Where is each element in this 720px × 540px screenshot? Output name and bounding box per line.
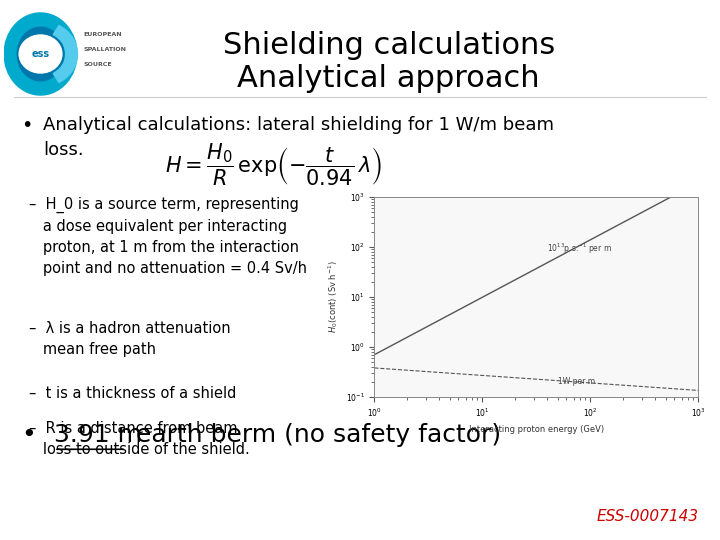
Text: –  t is a thickness of a shield: – t is a thickness of a shield: [29, 386, 236, 401]
Text: •: •: [22, 116, 33, 135]
Text: $H = \dfrac{H_0}{R}\,\exp\!\left(-\dfrac{t}{0.94}\,\lambda\right)$: $H = \dfrac{H_0}{R}\,\exp\!\left(-\dfrac…: [165, 141, 382, 188]
Text: •: •: [22, 423, 45, 447]
Text: Analytical calculations: lateral shielding for 1 W/m beam
loss.: Analytical calculations: lateral shieldi…: [43, 116, 554, 159]
Text: –  H_0 is a source term, representing
   a dose equivalent per interacting
   pr: – H_0 is a source term, representing a d…: [29, 197, 307, 276]
Text: SPALLATION: SPALLATION: [84, 47, 126, 52]
Ellipse shape: [4, 13, 77, 95]
Text: $10^{13}$p.s.$^{-1}$ per m: $10^{13}$p.s.$^{-1}$ per m: [547, 241, 613, 256]
Text: ess: ess: [32, 49, 50, 59]
Text: 1W per m: 1W per m: [558, 377, 595, 386]
Y-axis label: $H_0$(cont) (Sv h$^{-1}$): $H_0$(cont) (Sv h$^{-1}$): [326, 261, 340, 333]
Text: earth berm (no safety factor): earth berm (no safety factor): [128, 423, 501, 447]
Text: –  R is a distance from beam
   loss to outside of the shield.: – R is a distance from beam loss to outs…: [29, 421, 250, 457]
Text: EUROPEAN: EUROPEAN: [84, 32, 122, 37]
Text: Shielding calculations: Shielding calculations: [222, 31, 555, 60]
Text: SOURCE: SOURCE: [84, 62, 112, 67]
Text: –  λ is a hadron attenuation
   mean free path: – λ is a hadron attenuation mean free pa…: [29, 321, 230, 357]
Text: Analytical approach: Analytical approach: [238, 64, 540, 93]
Text: 3.91 m: 3.91 m: [54, 423, 142, 447]
Ellipse shape: [17, 27, 64, 81]
X-axis label: Interacting proton energy (GeV): Interacting proton energy (GeV): [469, 424, 604, 434]
Text: ESS-0007143: ESS-0007143: [596, 509, 698, 524]
Circle shape: [19, 35, 62, 73]
Wedge shape: [53, 25, 78, 83]
